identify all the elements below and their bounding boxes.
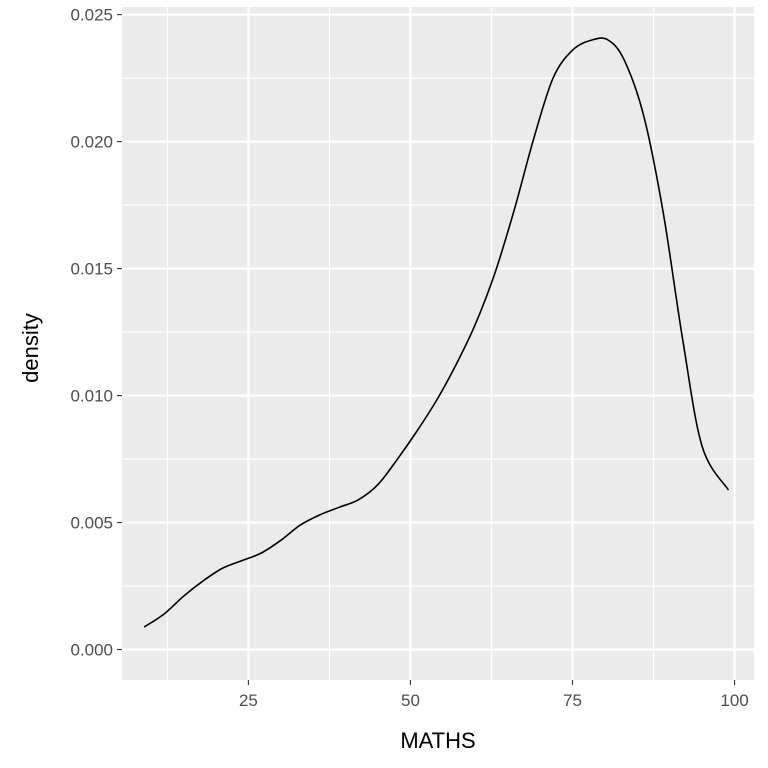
y-tick-label: 0.025	[70, 6, 113, 25]
y-axis: 0.000 0.005 0.010 0.015 0.020 0.025	[70, 6, 122, 660]
x-axis: 25 50 75 100	[239, 680, 749, 710]
minor-gridlines	[122, 7, 754, 680]
series-layer	[143, 37, 729, 628]
x-tick-label: 100	[720, 691, 748, 710]
y-tick-label: 0.015	[70, 260, 113, 279]
density-line	[143, 37, 729, 628]
x-tick-label: 25	[239, 691, 258, 710]
x-axis-title: MATHS	[400, 728, 475, 753]
x-tick-label: 50	[401, 691, 420, 710]
major-gridlines	[122, 7, 754, 680]
y-tick-label: 0.000	[70, 641, 113, 660]
y-tick-label: 0.005	[70, 514, 113, 533]
plot-panel	[122, 7, 754, 680]
y-tick-label: 0.010	[70, 387, 113, 406]
y-axis-title: density	[18, 313, 43, 383]
y-tick-label: 0.020	[70, 133, 113, 152]
x-tick-label: 75	[563, 691, 582, 710]
